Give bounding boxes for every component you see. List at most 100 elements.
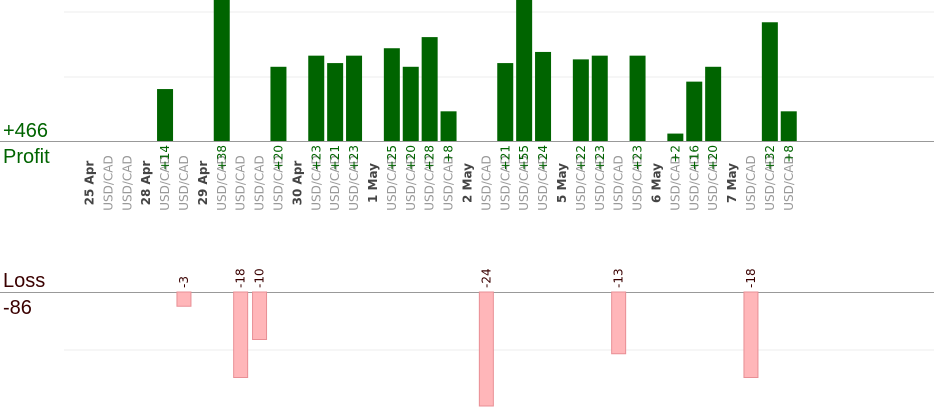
profit-bar <box>383 48 400 141</box>
date-label: 6 May <box>649 163 663 203</box>
profit-value-label: +23 <box>593 145 607 170</box>
pair-label: USD/CAD <box>442 155 456 211</box>
profit-bar <box>308 55 325 141</box>
date-label: 28 Apr <box>139 161 153 206</box>
date-label: 30 Apr <box>290 161 304 206</box>
loss-value-label: -18 <box>234 268 248 288</box>
loss-bar <box>478 291 494 407</box>
pair-label: USD/CAD <box>177 155 191 211</box>
pair-label: USD/CAD <box>498 155 512 211</box>
profit-value-label: +21 <box>328 145 342 170</box>
profit-bar <box>591 55 608 141</box>
profit-bar <box>535 51 552 141</box>
profit-label: Profit <box>3 146 50 168</box>
pair-label: USD/CAD <box>517 155 531 211</box>
loss-total: -86 <box>3 297 32 319</box>
loss-value-label: -18 <box>744 268 758 288</box>
loss-bar <box>611 291 627 355</box>
labels-layer: 25 Apr USD/CAD USD/CAD 28 Apr USD/CAD +14 USD/… <box>82 145 795 288</box>
pair-label: USD/CAD <box>385 155 399 211</box>
profit-bar <box>629 55 646 141</box>
profit-value-label: +23 <box>347 145 361 170</box>
profit-bar <box>705 66 722 141</box>
profit-value-label: +32 <box>763 145 777 170</box>
profit-bar <box>346 55 363 141</box>
loss-bar <box>743 291 759 378</box>
profit-bar <box>402 66 419 141</box>
loss-bar <box>233 291 249 378</box>
pair-label: USD/CAD <box>423 155 437 211</box>
pair-label: USD/CAD <box>668 155 682 211</box>
pair-label: USD/CAD <box>120 155 134 211</box>
loss-bar <box>252 291 268 340</box>
profit-value-label: +8 <box>782 145 796 163</box>
profit-value-label: +16 <box>687 145 701 170</box>
profit-value-label: +23 <box>309 145 323 170</box>
date-label: 25 Apr <box>82 161 96 206</box>
profit-bar <box>440 111 457 141</box>
loss-bar <box>176 291 192 307</box>
profit-total: +466 <box>3 120 48 142</box>
date-label: 2 May <box>460 163 474 203</box>
profit-value-label: +2 <box>668 145 682 163</box>
profit-bar <box>327 63 344 141</box>
pair-label: USD/CAD <box>763 155 777 211</box>
date-label: 29 Apr <box>196 161 210 206</box>
pair-label: USD/CAD <box>612 155 626 211</box>
pair-label: USD/CAD <box>253 155 267 211</box>
pair-label: USD/CAD <box>706 155 720 211</box>
loss-value-label: -24 <box>479 268 493 288</box>
profit-value-label: +28 <box>423 145 437 170</box>
profit-value-label: +20 <box>404 145 418 170</box>
bars-layer <box>157 0 797 407</box>
profit-bar <box>157 89 174 141</box>
profit-bar <box>780 111 797 141</box>
pair-label: USD/CAD <box>328 155 342 211</box>
profit-value-label: +14 <box>158 145 172 170</box>
profit-bar <box>213 0 230 141</box>
pair-label: USD/CAD <box>593 155 607 211</box>
profit-value-label: +22 <box>574 145 588 170</box>
profit-value-label: +8 <box>442 145 456 163</box>
pair-label: USD/CAD <box>215 155 229 211</box>
pair-label: USD/CAD <box>479 155 493 211</box>
profit-value-label: +24 <box>536 145 550 170</box>
loss-label: Loss <box>3 270 45 292</box>
gridlines <box>0 11 934 351</box>
profit-value-label: +21 <box>498 145 512 170</box>
profit-bar <box>572 59 589 141</box>
profit-value-label: +25 <box>385 145 399 170</box>
pair-label: USD/CAD <box>271 155 285 211</box>
profit-bar <box>667 133 684 141</box>
pair-label: USD/CAD <box>404 155 418 211</box>
pair-label: USD/CAD <box>631 155 645 211</box>
profit-value-label: +55 <box>517 145 531 170</box>
date-label: 1 May <box>366 163 380 203</box>
profit-bar <box>421 37 438 141</box>
pair-label: USD/CAD <box>744 155 758 211</box>
pair-label: USD/CAD <box>234 155 248 211</box>
date-label: 5 May <box>555 163 569 203</box>
loss-value-label: -13 <box>612 268 626 288</box>
pair-label: USD/CAD <box>536 155 550 211</box>
profit-bar <box>497 63 514 141</box>
loss-value-label: -3 <box>177 276 191 288</box>
pair-label: USD/CAD <box>347 155 361 211</box>
profit-bar <box>761 22 778 142</box>
pair-label: USD/CAD <box>158 155 172 211</box>
loss-value-label: -10 <box>253 268 267 288</box>
pair-label: USD/CAD <box>782 155 796 211</box>
pair-label: USD/CAD <box>574 155 588 211</box>
profit-bar <box>270 66 287 141</box>
date-label: 7 May <box>725 163 739 203</box>
pair-label: USD/CAD <box>101 155 115 211</box>
profit-value-label: +38 <box>215 145 229 170</box>
profit-value-label: +20 <box>706 145 720 170</box>
pair-label: USD/CAD <box>309 155 323 211</box>
profit-value-label: +23 <box>631 145 645 170</box>
pair-label: USD/CAD <box>687 155 701 211</box>
profit-bar <box>516 0 533 141</box>
profit-bar <box>686 81 703 141</box>
profit-value-label: +20 <box>271 145 285 170</box>
